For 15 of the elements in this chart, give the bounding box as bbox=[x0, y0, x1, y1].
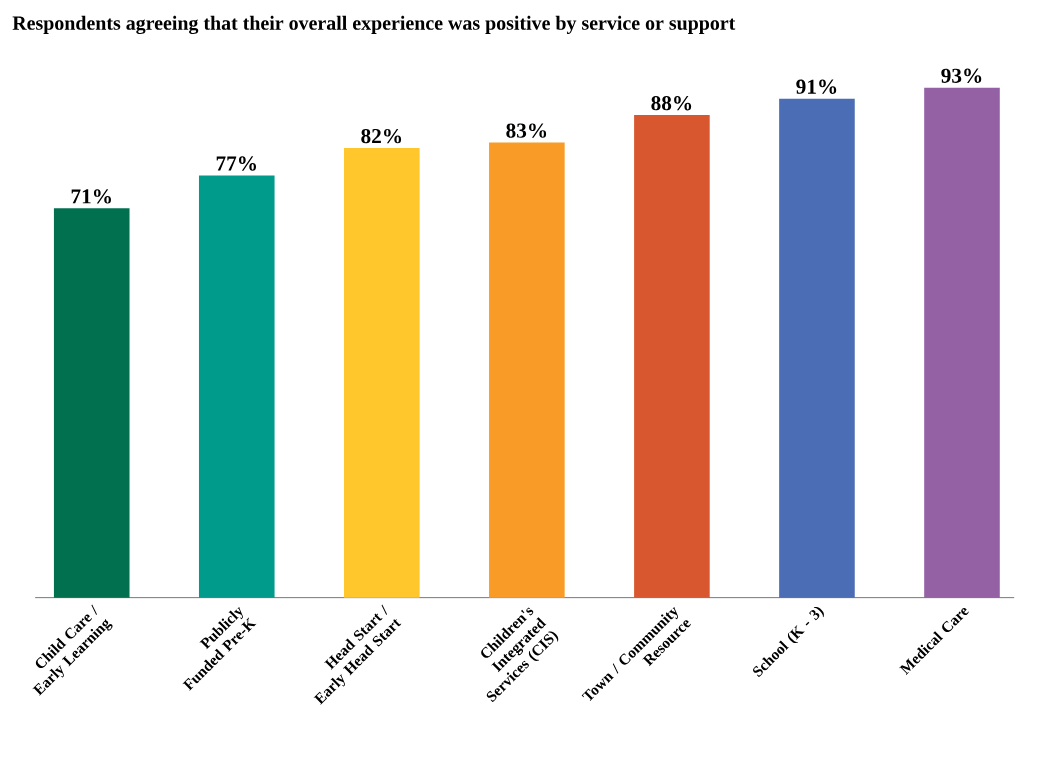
data-label: 77% bbox=[216, 156, 257, 171]
bar bbox=[489, 142, 565, 598]
chart-title: Respondents agreeing that their overall experience was positive by service or support bbox=[12, 15, 736, 35]
data-label: 88% bbox=[651, 96, 692, 111]
data-label: 71% bbox=[71, 189, 111, 204]
bar bbox=[779, 98, 855, 598]
bar bbox=[344, 148, 420, 598]
bar bbox=[53, 208, 130, 598]
bar bbox=[634, 115, 710, 598]
data-label: 82% bbox=[361, 128, 402, 144]
bar bbox=[924, 87, 1000, 598]
data-label: 93% bbox=[941, 68, 982, 84]
data-label: 83% bbox=[506, 123, 547, 138]
data-label: 91% bbox=[796, 79, 837, 95]
bar bbox=[198, 175, 275, 598]
